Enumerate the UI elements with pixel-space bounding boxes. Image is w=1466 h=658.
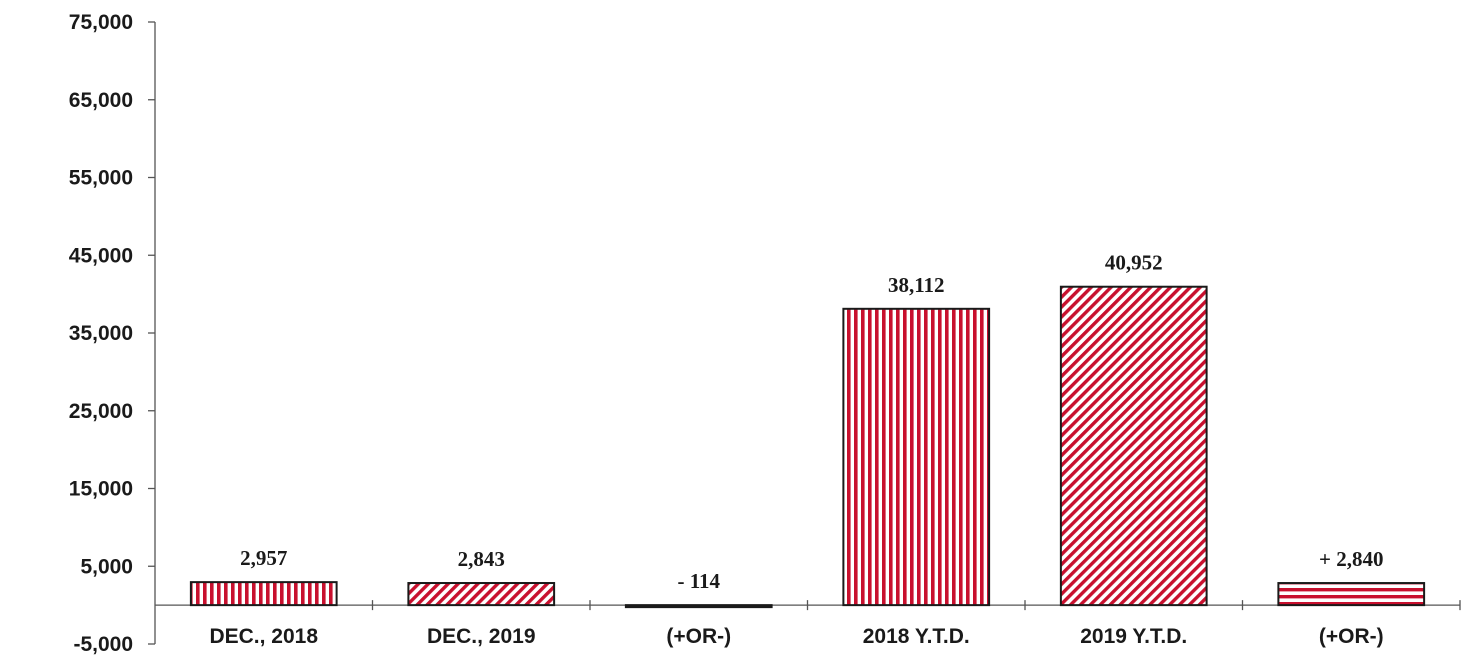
data-label: 2,843 (458, 547, 505, 571)
x-tick-label: DEC., 2018 (209, 625, 318, 648)
bar (1277, 582, 1426, 607)
x-axis: DEC., 2018 DEC., 2019 (+OR-) 2018 Y.T.D. 201… (155, 600, 1461, 648)
bar (842, 307, 991, 607)
data-labels: 2,957 2,843 - 114 38,112 40,952 + 2,840 (240, 251, 1383, 593)
x-tick-label: DEC., 2019 (427, 625, 536, 648)
y-tick-label: 35,000 (69, 322, 133, 345)
x-tick-label: (+OR-) (666, 625, 731, 648)
bar (407, 582, 556, 607)
data-label: + 2,840 (1319, 547, 1383, 571)
x-tick-label: 2019 Y.T.D. (1080, 625, 1187, 648)
data-label: 40,952 (1105, 251, 1163, 275)
y-tick-label: -5,000 (73, 633, 133, 656)
x-tick-label: (+OR-) (1319, 625, 1384, 648)
data-label: 2,957 (240, 546, 287, 570)
data-label: - 114 (677, 569, 720, 593)
bar (189, 581, 338, 607)
y-tick-label: 15,000 (69, 478, 133, 501)
x-tick-label: 2018 Y.T.D. (863, 625, 970, 648)
y-tick-label: 25,000 (69, 400, 133, 423)
data-label: 38,112 (888, 273, 945, 297)
bars (189, 285, 1426, 609)
bar (1059, 285, 1208, 607)
y-axis: -5,000 5,000 15,000 25,000 35,000 45,000 55,00… (69, 11, 156, 656)
y-tick-label: 75,000 (69, 11, 133, 34)
bar (624, 604, 773, 609)
y-tick-label: 65,000 (69, 89, 133, 112)
y-tick-label: 5,000 (80, 555, 133, 578)
y-tick-label: 45,000 (69, 244, 133, 267)
y-tick-label: 55,000 (69, 167, 133, 190)
